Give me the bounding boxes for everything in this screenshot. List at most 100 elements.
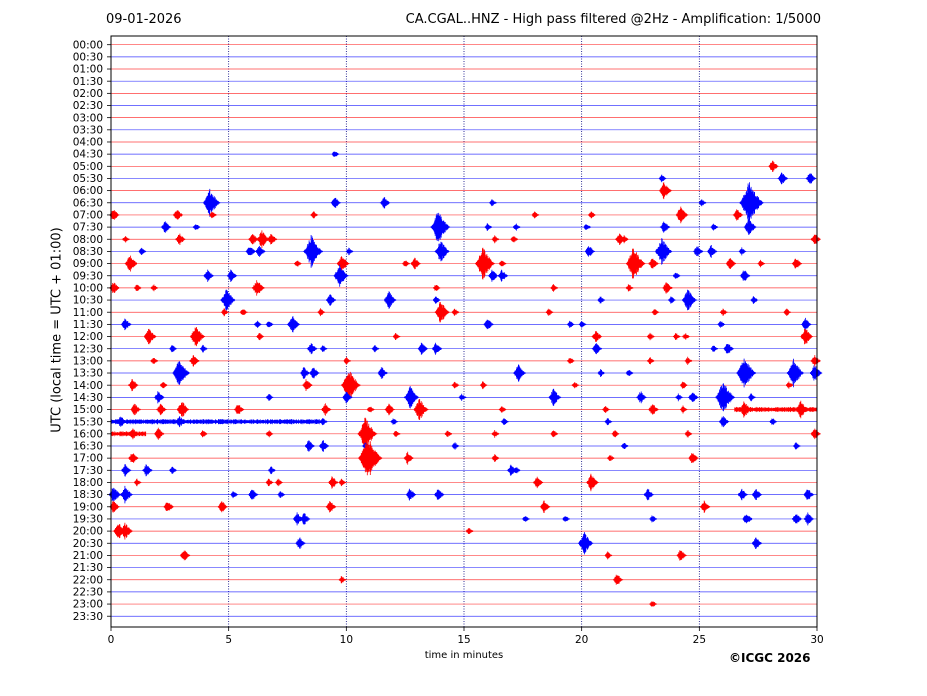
seismic-event <box>303 235 323 268</box>
y-tick-label: 15:30 <box>73 416 103 428</box>
y-tick-label: 10:30 <box>73 295 103 307</box>
seismic-event <box>338 478 347 487</box>
seismic-event <box>786 381 794 389</box>
seismic-event <box>668 296 676 304</box>
seismic-event <box>550 430 558 438</box>
seismic-event <box>720 308 728 316</box>
seismic-event <box>338 576 347 584</box>
seismic-event <box>173 210 183 220</box>
seismic-event <box>413 399 429 420</box>
y-tick-label: 17:30 <box>73 465 103 477</box>
seismic-event <box>192 224 201 230</box>
seismic-event <box>444 430 452 437</box>
seismic-event <box>607 455 615 461</box>
seismic-event <box>230 491 238 499</box>
seismic-event <box>531 211 540 219</box>
y-tick-label: 06:30 <box>73 197 103 209</box>
x-tick-label: 15 <box>457 634 470 646</box>
seismic-event <box>578 321 587 328</box>
seismic-event <box>591 331 602 342</box>
seismic-event <box>571 382 580 389</box>
seismic-event <box>357 417 378 450</box>
seismic-event <box>719 416 729 428</box>
seismic-event <box>739 182 764 224</box>
seismic-event <box>752 537 762 549</box>
seismic-event <box>169 466 177 474</box>
seismic-event <box>393 431 401 437</box>
seismic-event <box>200 430 208 438</box>
seismic-event <box>742 514 753 524</box>
seismic-event <box>498 406 507 413</box>
seismic-event <box>433 285 441 291</box>
seismic-event <box>255 245 266 257</box>
seismic-event <box>648 404 659 415</box>
seismic-event <box>604 551 613 560</box>
seismic-event <box>144 328 157 345</box>
seismic-event <box>673 333 681 340</box>
seismic-event <box>268 466 276 475</box>
seismic-event <box>684 430 693 438</box>
x-tick-label: 0 <box>108 634 115 646</box>
y-tick-label: 03:00 <box>73 112 103 124</box>
seismic-event <box>715 383 735 412</box>
y-tick-label: 18:30 <box>73 489 103 501</box>
copyright-label: ©ICGC 2026 <box>729 651 811 665</box>
seismic-event <box>732 209 744 221</box>
seismic-event <box>800 328 813 345</box>
seismic-event <box>310 211 318 219</box>
seismic-event <box>738 401 752 418</box>
seismic-event <box>116 416 127 427</box>
seismic-event <box>768 160 779 172</box>
seismic-event <box>659 221 671 233</box>
seismic-event <box>150 284 158 292</box>
seismic-event <box>333 264 349 287</box>
y-tick-label: 05:30 <box>73 173 103 185</box>
seismic-event <box>752 489 762 500</box>
seismic-event <box>748 393 756 402</box>
y-tick-label: 20:30 <box>73 538 103 550</box>
seismic-event <box>675 393 683 402</box>
seismic-event <box>432 342 442 355</box>
seismic-event <box>484 223 492 231</box>
seismic-event <box>153 391 165 404</box>
seismic-event <box>150 358 158 364</box>
y-tick-label: 12:30 <box>73 343 103 355</box>
seismic-event <box>321 403 332 416</box>
seismic-event <box>328 476 339 489</box>
seismic-event <box>795 400 809 419</box>
seismic-event <box>567 320 575 328</box>
seismic-event <box>659 182 672 200</box>
seismic-event <box>124 255 137 272</box>
y-tick-label: 15:00 <box>73 404 103 416</box>
seismic-event <box>367 406 375 413</box>
seismic-event <box>489 199 497 207</box>
seismic-event <box>488 269 499 282</box>
y-tick-label: 05:00 <box>73 161 103 173</box>
y-tick-label: 04:00 <box>73 137 103 149</box>
seismic-event <box>698 199 707 207</box>
seismic-event <box>604 418 613 426</box>
seismic-event <box>602 406 610 413</box>
seismic-event <box>792 514 802 524</box>
seismic-event <box>134 478 142 487</box>
y-tick-label: 23:00 <box>73 599 103 611</box>
seismic-event <box>200 344 208 353</box>
y-tick-label: 21:30 <box>73 562 103 574</box>
y-tick-label: 14:30 <box>73 392 103 404</box>
seismic-event <box>757 259 765 268</box>
y-tick-label: 09:00 <box>73 258 103 270</box>
seismic-event <box>801 317 812 331</box>
seismic-event <box>341 371 361 399</box>
seismic-event <box>384 291 397 309</box>
seismic-event <box>498 260 507 267</box>
y-tick-label: 23:30 <box>73 611 103 623</box>
seismic-event <box>410 257 421 270</box>
seismic-event <box>673 272 681 279</box>
seismic-event <box>403 386 419 409</box>
y-tick-label: 01:00 <box>73 64 103 76</box>
seismic-event <box>491 235 500 244</box>
seismic-event <box>451 442 460 450</box>
seismic-event <box>786 358 804 388</box>
seismic-event <box>305 440 315 452</box>
y-tick-label: 09:30 <box>73 270 103 282</box>
